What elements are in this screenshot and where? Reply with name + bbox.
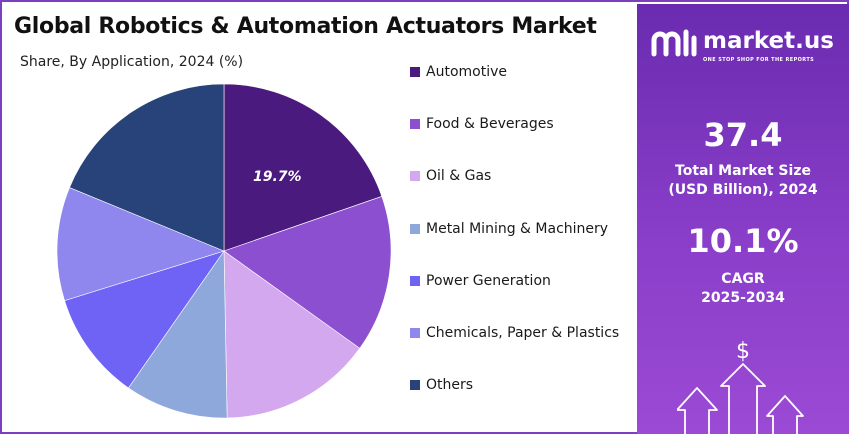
market-size-label-1: Total Market Size (675, 163, 811, 179)
chart-title: Global Robotics & Automation Actuators M… (14, 14, 597, 39)
legend-item: Metal Mining & Machinery (410, 221, 608, 237)
pie-slice-others (69, 83, 225, 252)
legend-label: Power Generation (426, 272, 551, 289)
legend-item: Automotive (410, 64, 507, 80)
chart-subtitle: Share, By Application, 2024 (%) (20, 54, 244, 70)
svg-text:$: $ (736, 339, 750, 364)
pie-chart: 19.7% (56, 83, 392, 419)
pie-slice-power-generation (64, 250, 225, 389)
pie-slice-chemicals-paper-plastics (56, 187, 225, 301)
market-size-value: 37.4 (703, 116, 783, 154)
pie-slice-metal-mining-machinery (127, 250, 228, 419)
cagr-label-2: 2025-2034 (701, 290, 785, 306)
legend-item: Power Generation (410, 273, 551, 289)
cagr-value: 10.1% (687, 222, 799, 260)
legend-label: Metal Mining & Machinery (426, 220, 609, 237)
market-us-logo-icon (651, 29, 697, 57)
legend-swatch (410, 380, 420, 391)
legend-label: Others (426, 377, 474, 394)
legend-label: Chemicals, Paper & Plastics (426, 325, 620, 341)
summary-panel: market.us ONE STOP SHOP FOR THE REPORTS … (637, 4, 849, 434)
pie-slice-automotive (223, 83, 383, 252)
brand-tagline: ONE STOP SHOP FOR THE REPORTS (703, 57, 815, 63)
legend-swatch (410, 223, 420, 234)
cagr-label-1: CAGR (721, 271, 765, 287)
market-size-label-2: (USD Billion), 2024 (668, 182, 818, 198)
pie-slice-food-beverages (223, 196, 392, 349)
legend-item: Food & Beverages (410, 116, 554, 132)
legend-item: Oil & Gas (410, 168, 491, 184)
pie-slice-oil-gas (223, 250, 361, 419)
legend-item: Chemicals, Paper & Plastics (410, 325, 619, 341)
legend-label: Oil & Gas (426, 168, 492, 185)
legend-swatch (410, 171, 420, 182)
growth-arrows-icon: $ (677, 339, 804, 434)
legend-swatch (410, 67, 420, 77)
legend-swatch (410, 275, 420, 286)
legend-label: Food & Beverages (426, 116, 554, 133)
legend-item: Others (410, 377, 473, 393)
legend-swatch (410, 119, 420, 130)
brand-name: market.us (703, 28, 834, 54)
brand: market.us ONE STOP SHOP FOR THE REPORTS (651, 26, 841, 66)
legend-swatch (410, 328, 420, 338)
legend-label: Automotive (426, 64, 507, 80)
data-label-0: 19.7% (253, 169, 302, 185)
